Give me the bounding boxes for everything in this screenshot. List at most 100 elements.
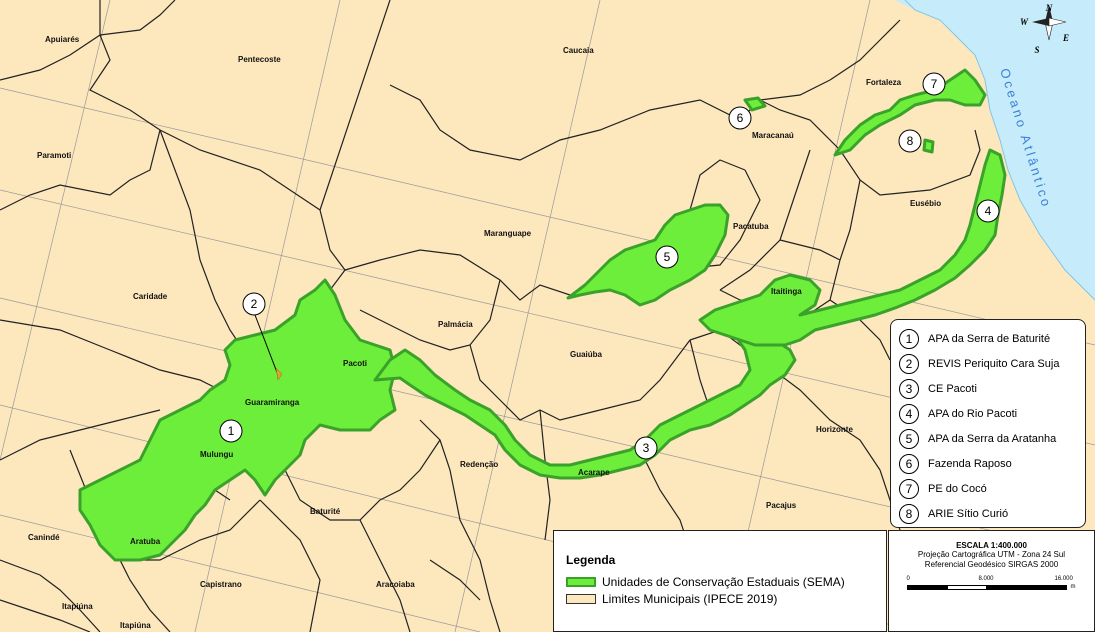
scale-bar: 0 8.000 16.000 m	[906, 576, 1077, 598]
key-item: 4 APA do Rio Pacoti	[899, 401, 1081, 426]
label-palmacia: Palmácia	[438, 320, 473, 329]
marker-4[interactable]: 4	[976, 199, 1000, 223]
key-item: 1 APA da Serra de Baturité	[899, 326, 1081, 351]
key-label: PE do Cocó	[928, 482, 987, 495]
legend-item: Unidades de Conservação Estaduais (SEMA)	[566, 573, 874, 590]
label-maranguape: Maranguape	[484, 229, 532, 238]
svg-text:5: 5	[664, 250, 671, 264]
legend-item: Limites Municipais (IPECE 2019)	[566, 590, 874, 607]
label-itapiuna-2: Itapiúna	[120, 621, 151, 630]
label-guaramiranga: Guaramiranga	[245, 398, 300, 407]
scale-title: ESCALA 1:400.000	[956, 541, 1027, 550]
label-horizonte: Horizonte	[816, 425, 853, 434]
marker-1[interactable]: 1	[219, 419, 243, 443]
key-label: REVIS Periquito Cara Suja	[928, 357, 1060, 370]
key-item: 8 ARIE Sítio Curió	[899, 501, 1081, 526]
label-pacajus: Pacajus	[766, 501, 797, 510]
marker-2-leader	[254, 314, 279, 376]
key-item: 5 APA da Serra da Aratanha	[899, 426, 1081, 451]
key-number: 3	[899, 378, 919, 399]
key-label: APA do Rio Pacoti	[928, 407, 1018, 420]
key-label: APA da Serra da Aratanha	[928, 432, 1057, 445]
svg-text:1: 1	[228, 424, 235, 438]
marker-2[interactable]: 2	[242, 292, 266, 316]
label-baturite: Baturité	[310, 507, 341, 516]
label-aracoiaba: Aracoiaba	[376, 580, 415, 589]
pe-coco-area	[833, 68, 987, 157]
compass-north-icon	[1045, 5, 1053, 22]
key-label: CE Pacoti	[928, 382, 977, 395]
label-eusebio: Eusébio	[910, 199, 941, 208]
scale-segment	[906, 585, 947, 590]
label-acarape: Acarape	[578, 468, 610, 477]
scale-segment	[986, 585, 1067, 590]
key-number: 6	[899, 453, 919, 474]
label-mulungu: Mulungu	[200, 450, 233, 459]
municipal-limit-swatch	[566, 593, 596, 604]
label-redencao: Redenção	[460, 460, 498, 469]
svg-text:2: 2	[251, 297, 258, 311]
marker-8[interactable]: 8	[898, 129, 922, 153]
svg-text:7: 7	[931, 77, 938, 91]
ocean-area	[895, 0, 1095, 300]
compass-n-label: N	[1045, 3, 1053, 13]
marker-7[interactable]: 7	[922, 72, 946, 96]
apa-rio-pacoti-lower	[698, 148, 1007, 347]
label-aratuba: Aratuba	[130, 537, 161, 546]
label-itaitinga: Itaitinga	[771, 287, 802, 296]
key-label: Fazenda Raposo	[928, 457, 1012, 470]
key-item: 6 Fazenda Raposo	[899, 451, 1081, 476]
label-pacoti: Pacoti	[343, 359, 367, 368]
label-guaiuba: Guaiúba	[570, 350, 603, 359]
label-fortaleza: Fortaleza	[866, 78, 902, 87]
label-pentecoste: Pentecoste	[238, 55, 281, 64]
label-maracanau: Maracanaú	[752, 131, 794, 140]
compass-west-icon	[1032, 18, 1049, 26]
legend-label: Unidades de Conservação Estaduais (SEMA)	[602, 574, 845, 589]
label-apuiares: Apuiarés	[45, 35, 80, 44]
protected-area-swatch	[566, 576, 596, 587]
key-label: ARIE Sítio Curió	[928, 507, 1009, 520]
compass-e-label: E	[1062, 33, 1069, 43]
compass-rose: N S E W	[1020, 3, 1069, 55]
fazenda-raposo-area	[743, 96, 767, 112]
scale-tick-16000: 16.000	[1054, 576, 1073, 582]
scale-tick-0: 0	[906, 576, 910, 582]
label-caridade: Caridade	[133, 292, 168, 301]
marker-5[interactable]: 5	[655, 245, 679, 269]
key-item: 3 CE Pacoti	[899, 376, 1081, 401]
key-item: 2 REVIS Periquito Cara Suja	[899, 351, 1081, 376]
scale-tick-8000: 8.000	[978, 576, 994, 582]
key-number: 2	[899, 353, 919, 374]
compass-w-label: W	[1020, 17, 1029, 27]
protected-areas-key: 1 APA da Serra de Baturité 2 REVIS Periqui…	[890, 319, 1086, 528]
label-caninde: Canindé	[28, 533, 60, 542]
svg-text:8: 8	[907, 134, 914, 148]
datum-text: Referencial Geodésico SIRGAS 2000	[924, 560, 1059, 569]
scale-segment	[946, 585, 987, 590]
compass-s-label: S	[1034, 45, 1039, 55]
revis-area	[275, 367, 283, 381]
svg-text:4: 4	[985, 204, 992, 218]
apa-serra-aratanha-area	[566, 203, 730, 307]
key-number: 4	[899, 403, 919, 424]
label-pacatuba: Pacatuba	[733, 222, 769, 231]
label-paramoti: Paramoti	[37, 151, 71, 160]
scale-unit: m	[1070, 584, 1076, 590]
key-number: 8	[899, 503, 919, 524]
numbered-markers: 1 2 3 4 5 6 7 8	[219, 72, 1000, 460]
marker-3[interactable]: 3	[634, 436, 658, 460]
svg-text:3: 3	[643, 441, 650, 455]
label-itapiuna: Itapiúna	[62, 602, 93, 611]
key-number: 5	[899, 428, 919, 449]
key-number: 1	[899, 328, 919, 349]
scale-panel: ESCALA 1:400.000 Projeção Cartográfica U…	[888, 530, 1095, 632]
apa-serra-baturite-area	[78, 278, 397, 562]
key-number: 7	[899, 478, 919, 499]
marker-6[interactable]: 6	[728, 106, 752, 130]
svg-text:6: 6	[737, 111, 744, 125]
legend-panel: Legenda Unidades de Conservação Estaduai…	[553, 530, 887, 632]
legend-label: Limites Municipais (IPECE 2019)	[602, 591, 778, 606]
key-item: 7 PE do Cocó	[899, 476, 1081, 501]
